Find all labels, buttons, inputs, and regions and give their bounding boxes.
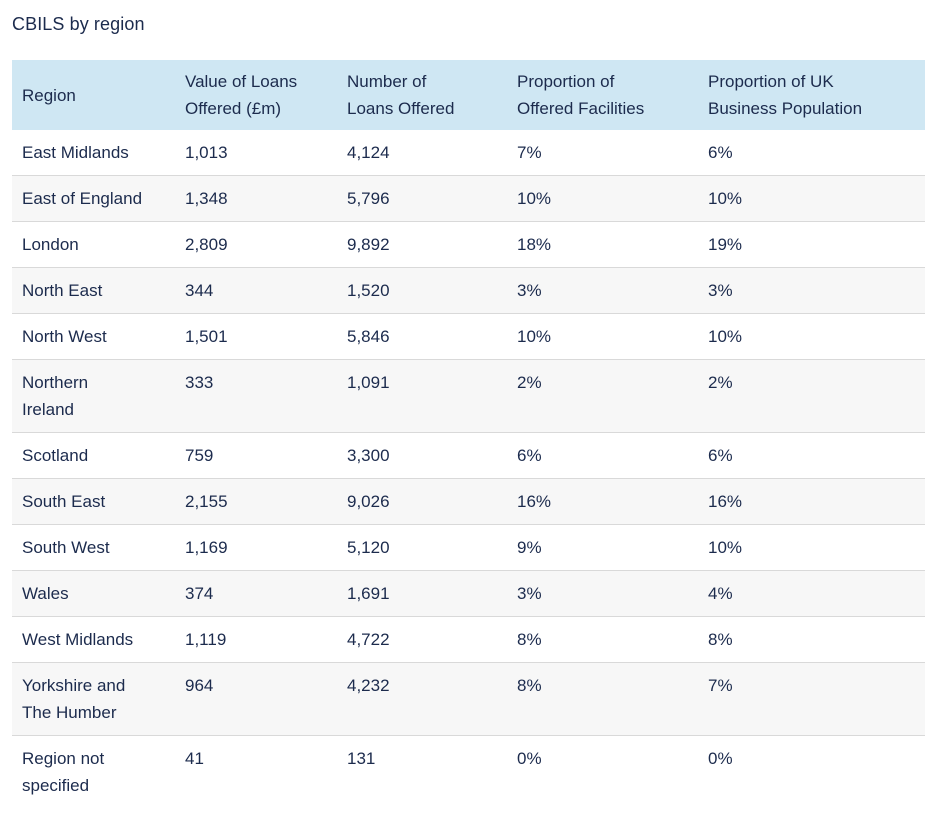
table-row: South East 2,155 9,026 16% 16% bbox=[12, 478, 925, 525]
region-cell: London bbox=[22, 235, 79, 254]
table-row: South West 1,169 5,120 9% 10% bbox=[12, 524, 925, 571]
value-cell: 5,120 bbox=[347, 538, 390, 557]
value-cell: 9,892 bbox=[347, 235, 390, 254]
value-cell: 3,300 bbox=[347, 446, 390, 465]
value-cell: 2,155 bbox=[185, 492, 228, 511]
value-cell: 374 bbox=[185, 584, 214, 603]
region-cell: South West bbox=[22, 538, 110, 557]
value-cell: 131 bbox=[347, 749, 376, 768]
table-row: East of England 1,348 5,796 10% 10% bbox=[12, 175, 925, 222]
table-row: Yorkshire and The Humber 964 4,232 8% 7% bbox=[12, 662, 925, 736]
region-cell: East of England bbox=[22, 189, 143, 208]
value-cell: 964 bbox=[185, 676, 214, 695]
value-cell: 2% bbox=[708, 373, 733, 392]
value-cell: 7% bbox=[517, 143, 542, 162]
table-row: North West 1,501 5,846 10% 10% bbox=[12, 313, 925, 360]
value-cell: 1,691 bbox=[347, 584, 390, 603]
table-header: Region Value of Loans Offered (£m) Number … bbox=[12, 60, 925, 130]
region-cell: North West bbox=[22, 327, 107, 346]
value-cell: 9% bbox=[517, 538, 542, 557]
table-row: Scotland 759 3,300 6% 6% bbox=[12, 432, 925, 479]
value-cell: 10% bbox=[517, 327, 552, 346]
column-header: Proportion of UK Business Population bbox=[698, 60, 925, 130]
region-cell: North East bbox=[22, 281, 103, 300]
column-header: Number of Loans Offered bbox=[337, 60, 507, 130]
table-row: London 2,809 9,892 18% 19% bbox=[12, 221, 925, 268]
value-cell: 1,169 bbox=[185, 538, 228, 557]
value-cell: 5,796 bbox=[347, 189, 390, 208]
value-cell: 759 bbox=[185, 446, 214, 465]
value-cell: 4,232 bbox=[347, 676, 390, 695]
value-cell: 10% bbox=[708, 189, 743, 208]
value-cell: 18% bbox=[517, 235, 552, 254]
value-cell: 4,124 bbox=[347, 143, 390, 162]
column-header: Value of Loans Offered (£m) bbox=[175, 60, 337, 130]
value-cell: 10% bbox=[517, 189, 552, 208]
value-cell: 8% bbox=[517, 676, 542, 695]
region-cell: South East bbox=[22, 492, 106, 511]
value-cell: 1,119 bbox=[185, 630, 227, 649]
table-row: Wales 374 1,691 3% 4% bbox=[12, 570, 925, 617]
value-cell: 0% bbox=[708, 749, 733, 768]
value-cell: 8% bbox=[708, 630, 733, 649]
region-cell: Scotland bbox=[22, 446, 89, 465]
value-cell: 1,348 bbox=[185, 189, 228, 208]
value-cell: 3% bbox=[708, 281, 733, 300]
value-cell: 16% bbox=[517, 492, 552, 511]
region-cell: Region not specified bbox=[22, 749, 105, 795]
table-row: West Midlands 1,119 4,722 8% 8% bbox=[12, 616, 925, 663]
region-cell: Northern Ireland bbox=[22, 373, 89, 419]
table-row: Region not specified 41 131 0% 0% bbox=[12, 735, 925, 809]
value-cell: 2% bbox=[517, 373, 542, 392]
page-title: CBILS by region bbox=[12, 14, 145, 34]
region-cell: Yorkshire and The Humber bbox=[22, 676, 126, 722]
value-cell: 9,026 bbox=[347, 492, 390, 511]
value-cell: 6% bbox=[708, 446, 733, 465]
value-cell: 1,091 bbox=[347, 373, 390, 392]
region-cell: Wales bbox=[22, 584, 69, 603]
region-cell: West Midlands bbox=[22, 630, 134, 649]
cbils-region-table: Region Value of Loans Offered (£m) Number … bbox=[12, 60, 925, 808]
value-cell: 1,013 bbox=[185, 143, 228, 162]
value-cell: 4,722 bbox=[347, 630, 390, 649]
value-cell: 344 bbox=[185, 281, 214, 300]
column-header: Region bbox=[12, 60, 175, 130]
value-cell: 41 bbox=[185, 749, 204, 768]
table-row: East Midlands 1,013 4,124 7% 6% bbox=[12, 130, 925, 176]
value-cell: 4% bbox=[708, 584, 733, 603]
value-cell: 333 bbox=[185, 373, 214, 392]
value-cell: 8% bbox=[517, 630, 542, 649]
value-cell: 1,501 bbox=[185, 327, 228, 346]
value-cell: 6% bbox=[708, 143, 733, 162]
region-cell: East Midlands bbox=[22, 143, 129, 162]
value-cell: 3% bbox=[517, 584, 542, 603]
value-cell: 19% bbox=[708, 235, 743, 254]
table-row: North East 344 1,520 3% 3% bbox=[12, 267, 925, 314]
value-cell: 16% bbox=[708, 492, 743, 511]
value-cell: 1,520 bbox=[347, 281, 390, 300]
value-cell: 3% bbox=[517, 281, 542, 300]
value-cell: 6% bbox=[517, 446, 542, 465]
header-row: Region Value of Loans Offered (£m) Number … bbox=[12, 60, 925, 130]
table-row: Northern Ireland 333 1,091 2% 2% bbox=[12, 359, 925, 433]
value-cell: 5,846 bbox=[347, 327, 390, 346]
value-cell: 7% bbox=[708, 676, 733, 695]
value-cell: 0% bbox=[517, 749, 542, 768]
value-cell: 2,809 bbox=[185, 235, 228, 254]
value-cell: 10% bbox=[708, 538, 743, 557]
table-body: East Midlands 1,013 4,124 7% 6% East of Engla… bbox=[12, 130, 925, 808]
column-header: Proportion of Offered Facilities bbox=[507, 60, 698, 130]
value-cell: 10% bbox=[708, 327, 743, 346]
